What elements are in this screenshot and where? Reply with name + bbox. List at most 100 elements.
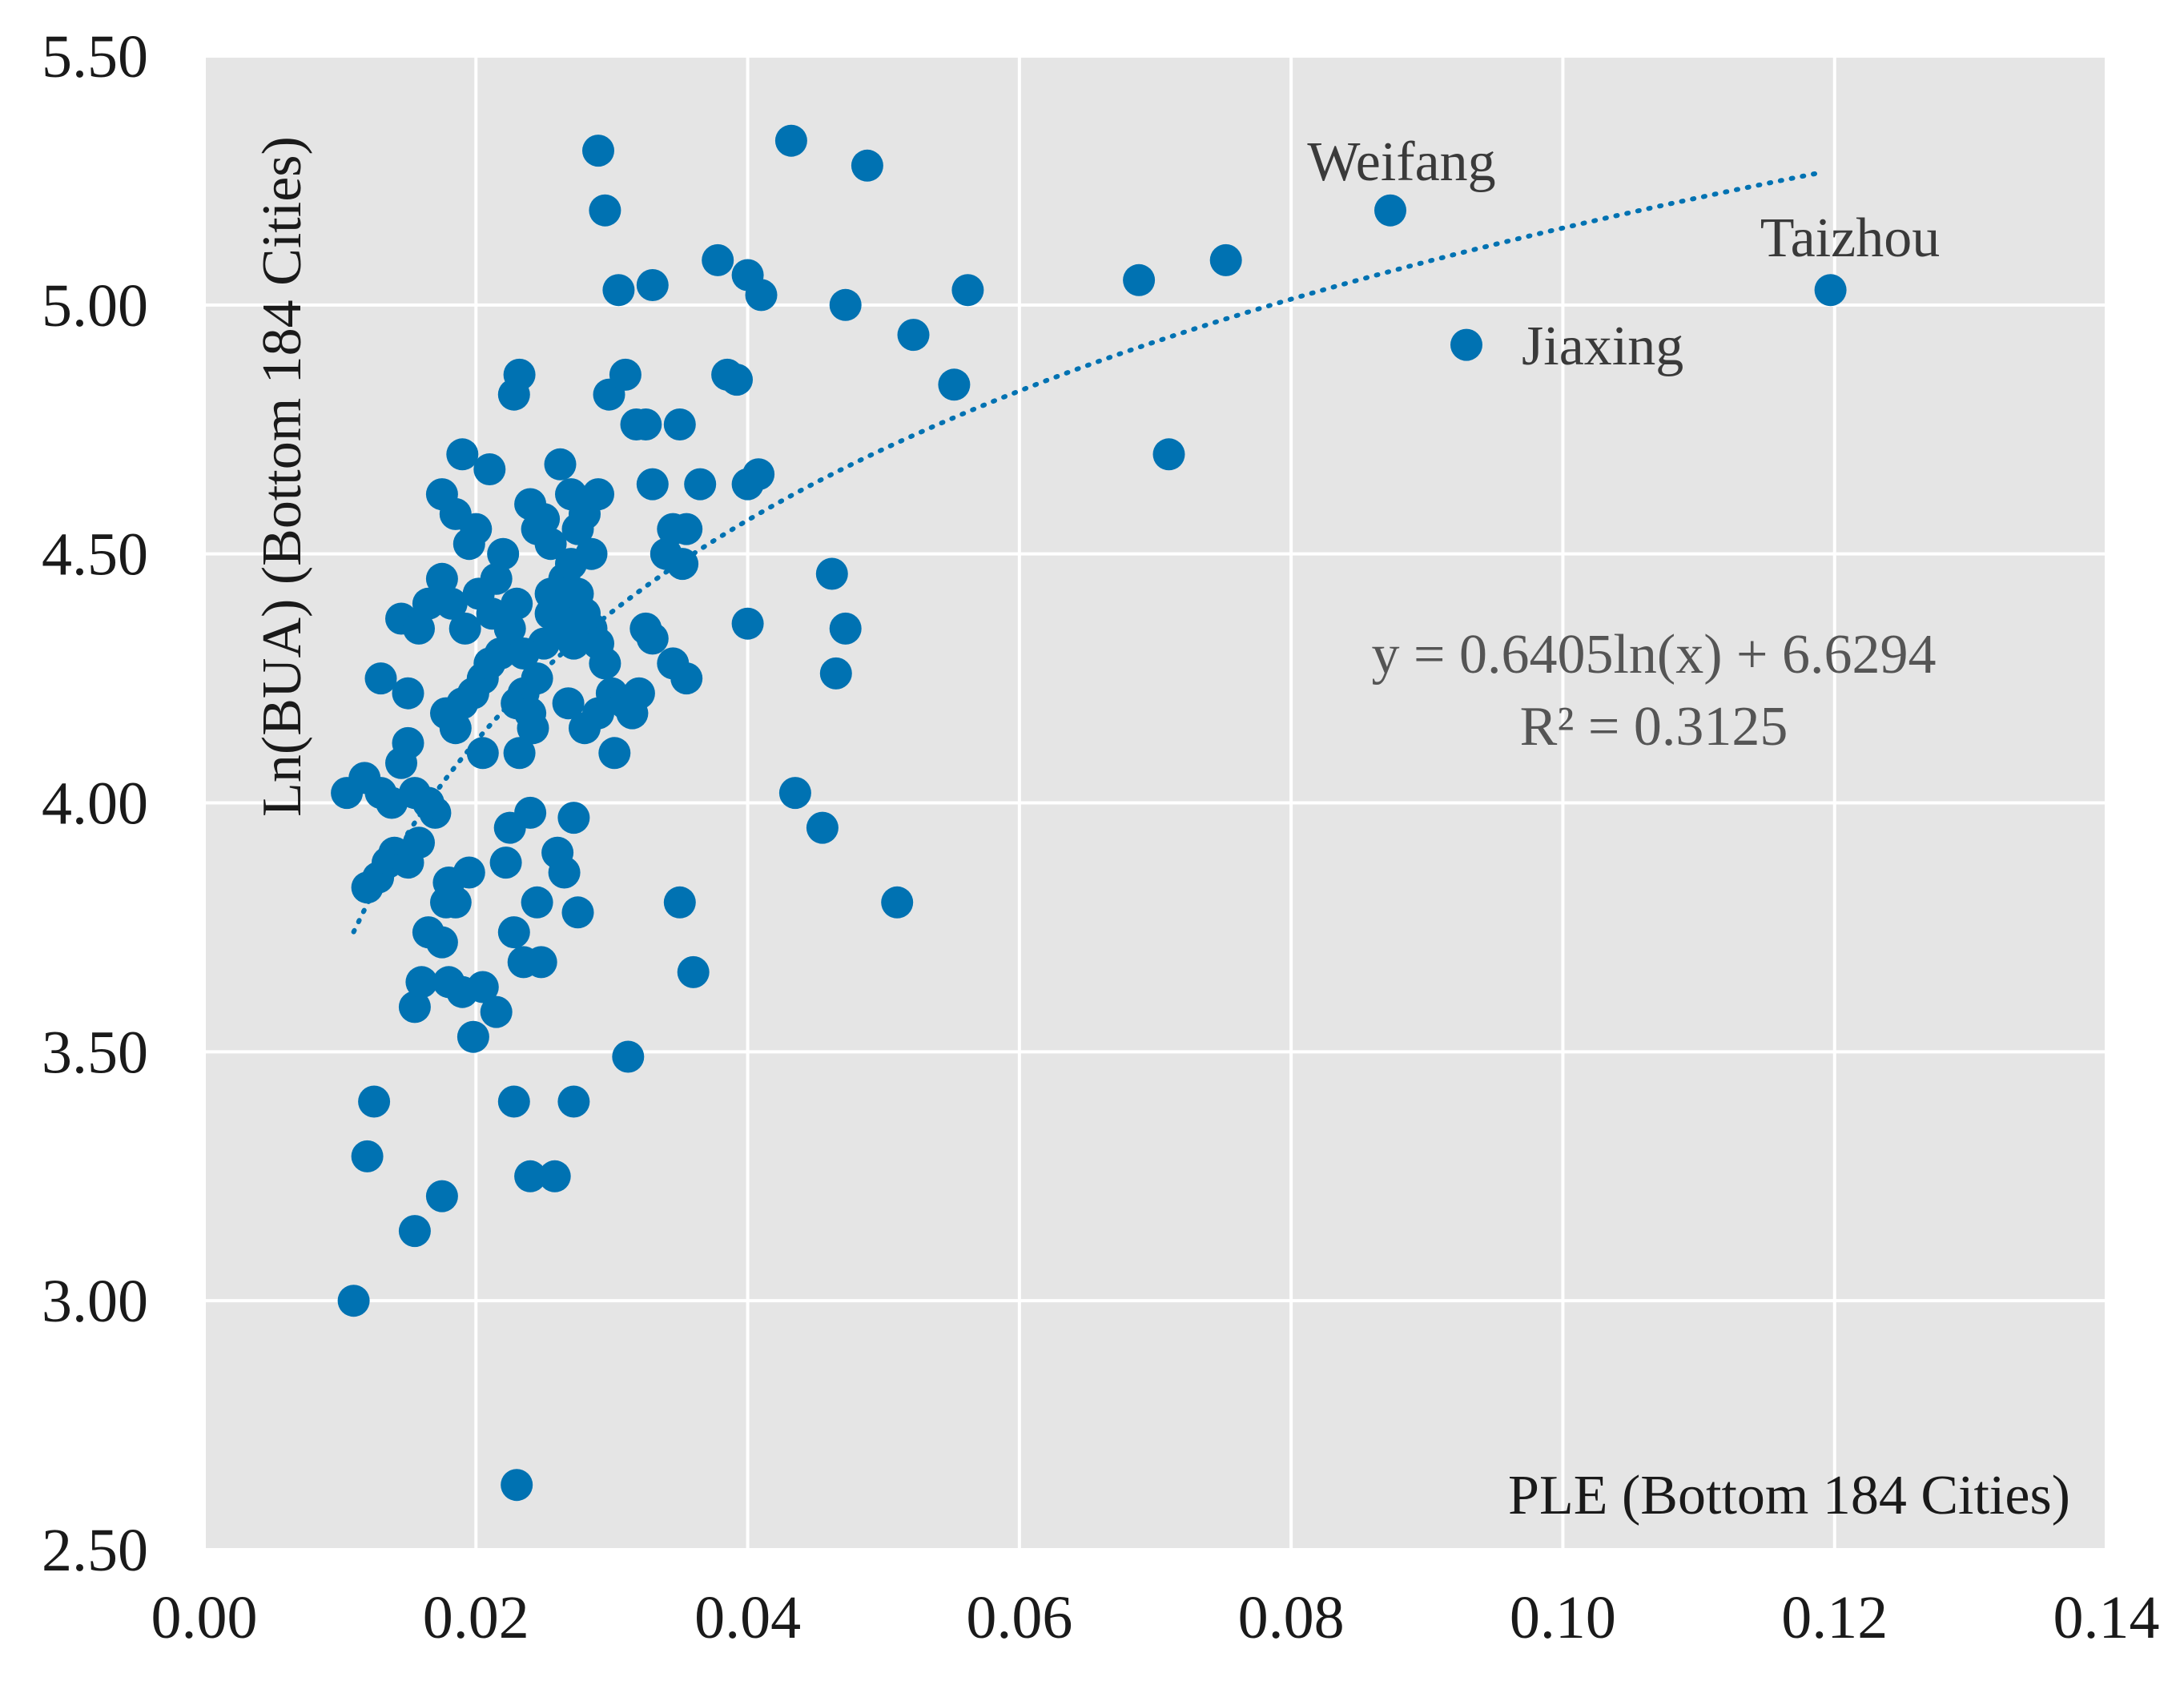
- data-point: [514, 796, 547, 829]
- y-tick-label: 4.50: [42, 521, 148, 589]
- data-point: [457, 1020, 489, 1053]
- y-axis-title: Ln(BUA) (Bottom 184 Cities): [251, 136, 313, 817]
- x-tick-label: 0.04: [694, 1584, 801, 1651]
- data-point: [569, 712, 601, 745]
- data-point: [497, 1085, 530, 1118]
- data-point: [337, 1285, 370, 1317]
- data-point: [473, 453, 506, 485]
- data-point: [609, 358, 642, 391]
- y-tick-label: 3.50: [42, 1019, 148, 1086]
- data-point: [778, 777, 811, 810]
- data-point: [466, 737, 499, 770]
- data-point: [582, 135, 614, 167]
- data-point: [412, 587, 444, 620]
- data-point: [501, 587, 533, 620]
- x-tick-label: 0.06: [966, 1584, 1072, 1651]
- data-point: [398, 1215, 431, 1248]
- data-point: [435, 587, 468, 620]
- data-point: [1814, 274, 1847, 307]
- data-point: [448, 612, 481, 645]
- x-tick-label: 0.08: [1238, 1584, 1345, 1651]
- data-point: [446, 438, 479, 471]
- data-point: [589, 647, 621, 680]
- data-point: [425, 1180, 458, 1212]
- data-point: [503, 737, 536, 770]
- data-point: [392, 677, 424, 710]
- data-point: [489, 847, 522, 879]
- data-point: [403, 826, 435, 859]
- data-point: [525, 946, 557, 979]
- log-trendline: [351, 170, 1824, 935]
- data-point: [721, 364, 753, 396]
- data-point: [881, 886, 914, 919]
- data-point: [405, 966, 438, 999]
- data-point: [636, 468, 669, 501]
- trendline-equation: y = 0.6405ln(x) + 6.6294: [1371, 624, 1936, 686]
- data-point: [951, 274, 984, 307]
- data-point: [557, 1085, 590, 1118]
- data-point: [358, 1085, 391, 1118]
- data-point: [548, 856, 581, 889]
- data-point: [497, 916, 530, 949]
- data-point: [636, 269, 669, 301]
- data-point: [629, 408, 662, 440]
- data-point: [432, 867, 465, 899]
- axis-ticks: 0.00 0.02 0.04 0.06 0.08 0.10 0.12 0.14 2.50 3.00…: [42, 23, 2160, 1651]
- data-point: [1152, 438, 1185, 471]
- data-point: [612, 1040, 645, 1073]
- data-point: [528, 503, 561, 536]
- data-point: [582, 478, 614, 511]
- data-point: [484, 637, 517, 670]
- data-point: [476, 597, 509, 630]
- data-point: [1123, 263, 1156, 296]
- y-tick-label: 2.50: [42, 1517, 148, 1584]
- data-point: [702, 243, 734, 276]
- annotation-taizhou: Taizhou: [1760, 207, 1940, 269]
- data-point: [897, 319, 930, 352]
- x-axis-title: PLE (Bottom 184 Cities): [1508, 1465, 2070, 1526]
- data-point: [851, 149, 883, 182]
- data-point: [507, 637, 540, 670]
- y-tick-label: 5.00: [42, 272, 148, 340]
- data-point: [425, 926, 458, 959]
- x-tick-label: 0.02: [423, 1584, 529, 1651]
- data-point: [557, 802, 590, 834]
- data-point: [666, 548, 699, 581]
- x-tick-label: 0.10: [1510, 1584, 1616, 1651]
- annotation-weifang: Weifang: [1307, 131, 1495, 193]
- data-point: [663, 408, 696, 440]
- trendline-r-squared: R² = 0.3125: [1520, 696, 1788, 758]
- data-point: [742, 458, 775, 491]
- data-point: [815, 557, 848, 590]
- data-point: [731, 607, 764, 640]
- x-tick-label: 0.00: [151, 1584, 258, 1651]
- data-point: [745, 279, 778, 312]
- data-point: [351, 1140, 384, 1172]
- data-point: [575, 537, 608, 570]
- y-tick-label: 3.00: [42, 1268, 148, 1335]
- data-point: [487, 537, 520, 570]
- data-point: [501, 1469, 533, 1502]
- data-point: [403, 612, 435, 645]
- data-point: [1209, 243, 1242, 276]
- data-point: [534, 528, 567, 561]
- data-point: [364, 662, 397, 695]
- data-point: [598, 737, 631, 770]
- data-point: [1374, 194, 1406, 227]
- data-point: [480, 995, 513, 1028]
- data-point: [561, 896, 594, 929]
- data-point: [829, 612, 862, 645]
- data-point: [466, 971, 499, 1003]
- data-point: [629, 612, 662, 645]
- data-point: [1450, 328, 1482, 361]
- data-point: [552, 687, 585, 720]
- data-point: [534, 577, 567, 610]
- data-points: [331, 124, 1847, 1502]
- data-point: [439, 712, 472, 745]
- data-point: [398, 991, 431, 1023]
- data-point: [557, 627, 590, 660]
- data-point: [677, 955, 710, 988]
- data-point: [460, 513, 493, 545]
- y-tick-label: 5.50: [42, 23, 148, 90]
